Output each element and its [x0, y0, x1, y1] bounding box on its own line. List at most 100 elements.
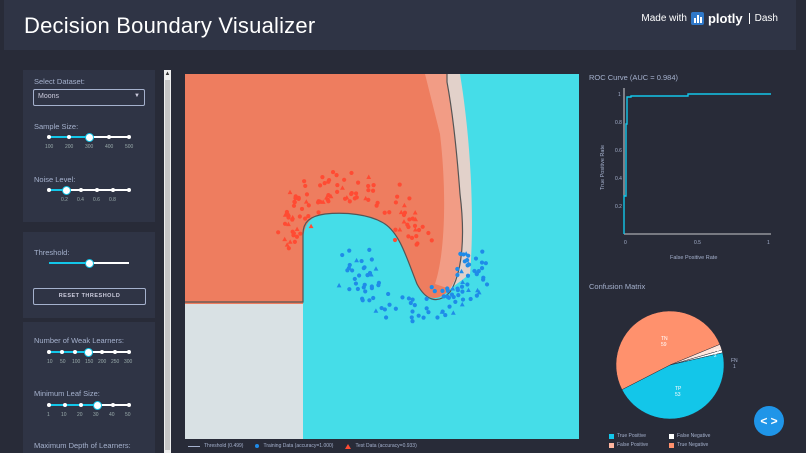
confusion-matrix-title: Confusion Matrix [589, 282, 646, 291]
training-point [353, 191, 359, 196]
tn-value: 59 [661, 342, 667, 348]
sample-size-label: Sample Size: [34, 122, 79, 131]
roc-title: ROC Curve (AUC = 0.984) [589, 73, 678, 82]
min-leaf-slider[interactable] [47, 401, 131, 410]
tick: 100 [72, 359, 81, 365]
training-point [326, 193, 331, 198]
training-point [406, 234, 411, 239]
training-point [474, 293, 479, 298]
chevron-down-icon: ▼ [134, 93, 140, 99]
training-point [379, 305, 384, 311]
data-points [276, 169, 490, 324]
training-point [387, 210, 392, 215]
test-point [398, 209, 404, 215]
training-point [416, 227, 422, 233]
training-point [369, 257, 374, 262]
training-point [406, 296, 412, 301]
legend-false-negative: False Negative [669, 433, 710, 439]
scroll-up-icon[interactable]: ▲ [164, 71, 171, 77]
tick: 10 [61, 412, 67, 418]
test-point [466, 287, 471, 292]
training-point [472, 268, 477, 274]
training-point [304, 192, 310, 197]
plot-legend: Threshold (0.499) Training Data (accurac… [188, 443, 417, 449]
legend-false-positive: False Positive [609, 442, 648, 448]
training-point [443, 312, 448, 318]
header-banner: Decision Boundary Visualizer Made with p… [4, 0, 796, 50]
noise-slider[interactable] [47, 186, 131, 195]
training-point [479, 265, 485, 271]
test-point [308, 223, 314, 229]
training-point [291, 231, 296, 236]
test-point [336, 282, 342, 288]
training-point [465, 273, 471, 278]
training-point [410, 216, 415, 221]
page-nav-button[interactable]: < > [754, 406, 784, 436]
training-point [465, 258, 470, 263]
weak-learners-slider[interactable] [47, 348, 131, 357]
training-point [456, 293, 461, 298]
test-point [459, 301, 465, 307]
reset-threshold-button[interactable]: RESET THRESHOLD [33, 288, 146, 305]
svg-text:0.2: 0.2 [615, 204, 622, 210]
training-point [420, 224, 425, 229]
svg-text:0.4: 0.4 [615, 176, 622, 182]
training-point [429, 285, 434, 290]
training-point [347, 248, 352, 253]
dataset-dropdown[interactable]: Moons ▼ [33, 89, 145, 106]
threshold-handle[interactable] [85, 259, 94, 268]
test-point [303, 199, 309, 204]
training-point [455, 286, 460, 291]
training-point [316, 210, 321, 215]
test-point [450, 286, 456, 291]
noise-handle[interactable] [62, 186, 71, 195]
training-point [410, 297, 415, 302]
threshold-slider[interactable] [49, 259, 129, 268]
tick: 250 [111, 359, 120, 365]
scrollbar-thumb[interactable] [165, 80, 170, 450]
training-point [282, 221, 288, 226]
tn-label: TN [661, 336, 668, 342]
training-point [480, 249, 485, 254]
training-point [481, 277, 486, 282]
tick: 0.2 [61, 197, 68, 203]
sidebar: Select Dataset: Moons ▼ Sample Size: 100… [23, 70, 155, 453]
training-point [345, 268, 350, 273]
training-point [387, 302, 392, 307]
training-point [315, 200, 321, 205]
test-point [412, 227, 418, 232]
training-point [330, 169, 336, 175]
training-point [342, 177, 347, 182]
sample-size-slider[interactable] [47, 133, 131, 142]
training-point [382, 307, 387, 312]
training-point [361, 285, 366, 290]
dataset-label: Select Dataset: [34, 77, 85, 86]
roc-chart[interactable]: 1 0.8 0.6 0.4 0.2 0 0.5 1 [596, 84, 780, 254]
legend-true-positive: True Positive [609, 433, 646, 439]
plotly-wordmark: plotly [707, 11, 743, 26]
training-point [326, 199, 331, 204]
min-leaf-handle[interactable] [93, 401, 102, 410]
test-point [284, 242, 290, 247]
training-point [401, 212, 407, 218]
test-point [366, 174, 372, 179]
training-point [409, 315, 414, 320]
training-point [369, 284, 374, 289]
training-point [360, 298, 365, 303]
sidebar-scrollbar[interactable]: ▲ [164, 70, 171, 453]
decision-boundary-plot[interactable] [185, 74, 579, 439]
test-point [320, 199, 326, 204]
threshold-card: Threshold: [23, 232, 155, 318]
tick: 50 [125, 412, 131, 418]
weak-learners-handle[interactable] [84, 348, 93, 357]
svg-text:0.6: 0.6 [615, 148, 622, 154]
sample-size-handle[interactable] [85, 133, 94, 142]
training-point [393, 306, 398, 311]
training-point [375, 200, 380, 205]
confusion-matrix-pie[interactable]: TN 59 FP 2 FN 1 TP 53 [615, 305, 745, 425]
legend-test: Test Data (accuracy=0.933) [355, 443, 417, 449]
min-leaf-label: Minimum Leaf Size: [34, 389, 100, 398]
training-point [459, 284, 465, 289]
training-point [302, 179, 307, 184]
made-with-plotly-link[interactable]: Made with plotly Dash [641, 11, 778, 26]
